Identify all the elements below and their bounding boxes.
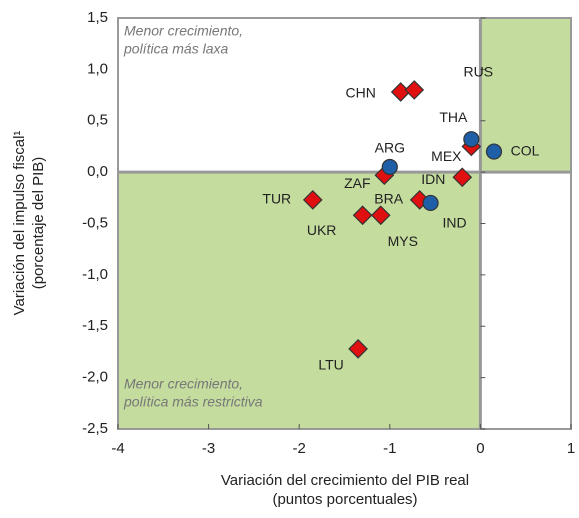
y-tick-label: -2,0 — [82, 369, 108, 386]
x-tick-label: 0 — [476, 440, 484, 457]
y-axis-title: (porcentaje del PIB) — [30, 157, 47, 290]
point-label: UKR — [307, 222, 337, 238]
x-tick-label: -4 — [111, 440, 124, 457]
point — [302, 190, 323, 210]
point-label: IDN — [421, 171, 445, 187]
point — [370, 205, 391, 226]
point — [352, 205, 373, 226]
point — [404, 80, 425, 100]
point-label: RUS — [463, 64, 493, 80]
x-tick-label: -3 — [202, 440, 215, 457]
x-tick-label: -1 — [383, 440, 396, 457]
point-label: ZAF — [344, 175, 370, 191]
point-label: BRA — [374, 191, 403, 207]
annotation: política más restrictiva — [123, 394, 263, 410]
point — [452, 167, 473, 188]
quadrant-shade — [118, 172, 481, 429]
point-label: TUR — [262, 191, 291, 207]
point — [422, 194, 439, 212]
y-tick-label: -1,0 — [82, 266, 108, 283]
y-tick-label: -0,5 — [82, 214, 108, 231]
point-label: COL — [511, 142, 540, 158]
point — [381, 158, 398, 176]
y-tick-label: 0,0 — [87, 163, 108, 180]
point — [485, 143, 503, 160]
point — [463, 131, 480, 148]
y-tick-label: 0,5 — [87, 112, 108, 129]
y-tick-label: 1,5 — [87, 9, 108, 26]
x-axis-title: Variación del crecimiento del PIB real — [221, 472, 469, 489]
annotation: Menor crecimiento, — [124, 376, 243, 392]
point-label: LTU — [318, 357, 343, 373]
point-label: MYS — [388, 233, 418, 249]
point-label: CHN — [346, 85, 376, 101]
annotation: Menor crecimiento, — [124, 23, 243, 39]
point-label: IND — [443, 215, 467, 231]
annotation: política más laxa — [123, 41, 228, 57]
point-label: MEX — [431, 148, 462, 164]
x-tick-label: -2 — [293, 440, 306, 457]
x-tick-label: 1 — [567, 440, 575, 457]
plot-border — [117, 17, 572, 430]
point-label: ARG — [375, 140, 405, 156]
y-tick-label: -2,5 — [82, 420, 108, 437]
x-axis-title: (puntos porcentuales) — [272, 491, 417, 508]
y-tick-label: -1,5 — [82, 317, 108, 334]
point — [348, 339, 368, 359]
point-label: THA — [439, 109, 468, 125]
y-axis-title: Variación del impulso fiscal¹ — [11, 131, 28, 316]
y-tick-label: 1,0 — [87, 60, 108, 77]
